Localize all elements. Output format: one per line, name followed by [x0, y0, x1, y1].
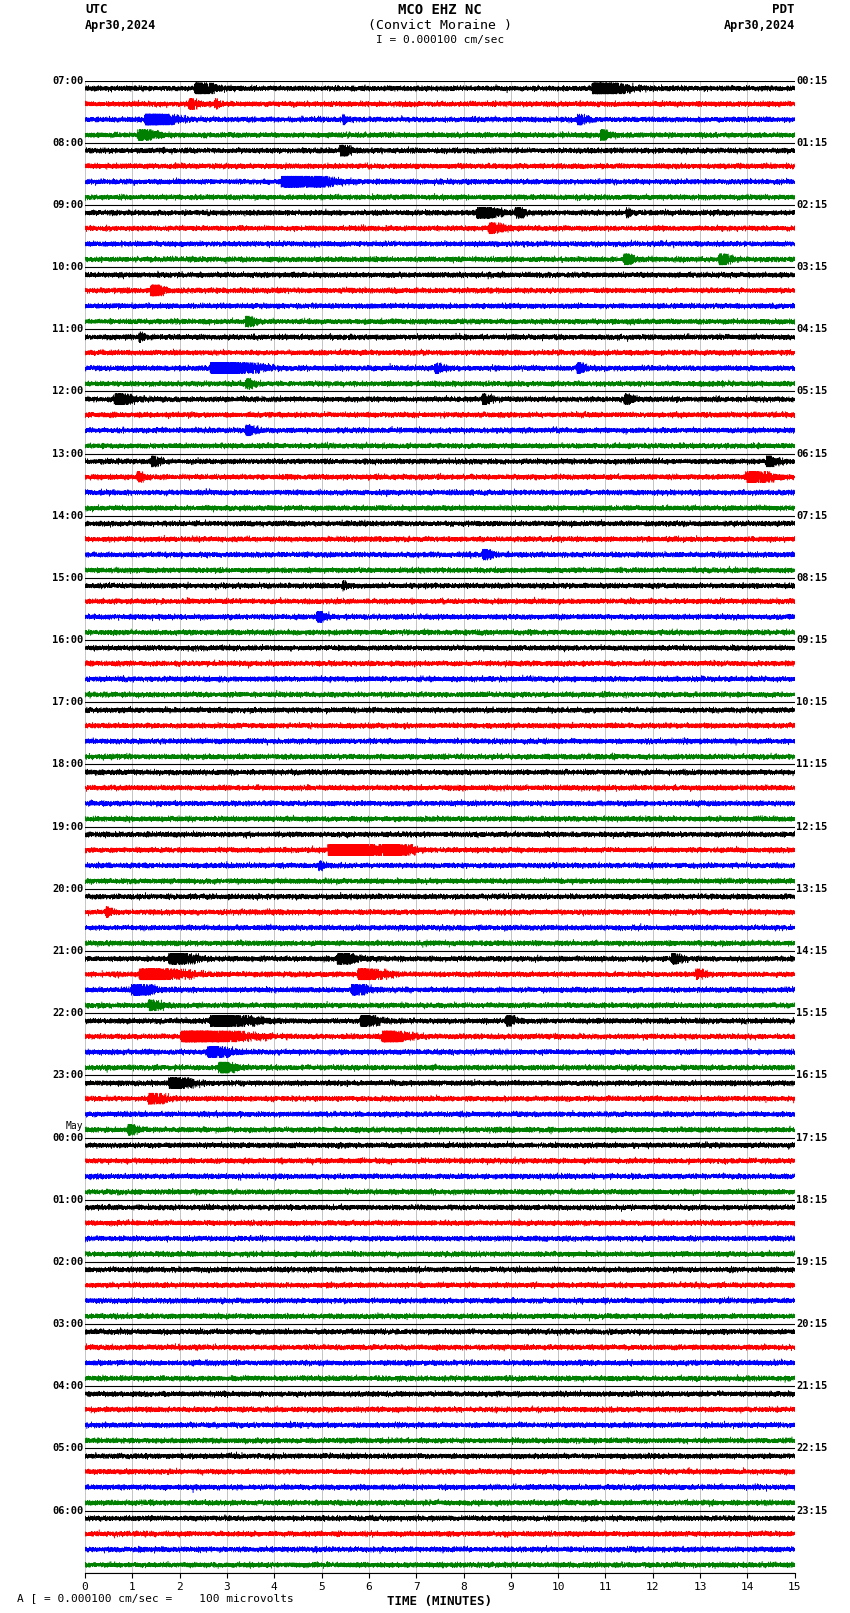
Text: 00:00: 00:00 — [53, 1132, 83, 1142]
Text: PDT: PDT — [773, 3, 795, 16]
Text: 08:00: 08:00 — [53, 137, 83, 148]
Text: 16:00: 16:00 — [53, 636, 83, 645]
Text: 18:00: 18:00 — [53, 760, 83, 769]
Text: 13:00: 13:00 — [53, 448, 83, 458]
Text: 02:00: 02:00 — [53, 1257, 83, 1266]
Text: 07:00: 07:00 — [53, 76, 83, 85]
Text: 14:15: 14:15 — [796, 945, 827, 957]
Text: 09:15: 09:15 — [796, 636, 827, 645]
Text: 08:15: 08:15 — [796, 573, 827, 582]
Text: 23:15: 23:15 — [796, 1505, 827, 1516]
Text: 04:00: 04:00 — [53, 1381, 83, 1390]
Text: May: May — [66, 1121, 83, 1131]
Text: 17:15: 17:15 — [796, 1132, 827, 1142]
Text: 04:15: 04:15 — [796, 324, 827, 334]
Text: 12:15: 12:15 — [796, 821, 827, 832]
Text: 01:15: 01:15 — [796, 137, 827, 148]
Text: (Convict Moraine ): (Convict Moraine ) — [368, 19, 512, 32]
Text: 11:00: 11:00 — [53, 324, 83, 334]
Text: 07:15: 07:15 — [796, 511, 827, 521]
Text: 20:15: 20:15 — [796, 1319, 827, 1329]
Text: 03:00: 03:00 — [53, 1319, 83, 1329]
Text: 18:15: 18:15 — [796, 1195, 827, 1205]
Text: 19:00: 19:00 — [53, 821, 83, 832]
Text: 01:00: 01:00 — [53, 1195, 83, 1205]
Text: I = 0.000100 cm/sec: I = 0.000100 cm/sec — [376, 35, 504, 45]
Text: 13:15: 13:15 — [796, 884, 827, 894]
Text: 03:15: 03:15 — [796, 263, 827, 273]
Text: Apr30,2024: Apr30,2024 — [85, 19, 156, 32]
Text: 15:00: 15:00 — [53, 573, 83, 582]
Text: 19:15: 19:15 — [796, 1257, 827, 1266]
Text: 23:00: 23:00 — [53, 1071, 83, 1081]
Text: Apr30,2024: Apr30,2024 — [723, 19, 795, 32]
Text: 20:00: 20:00 — [53, 884, 83, 894]
Text: 14:00: 14:00 — [53, 511, 83, 521]
Text: 06:00: 06:00 — [53, 1505, 83, 1516]
Text: 06:15: 06:15 — [796, 448, 827, 458]
Text: 10:00: 10:00 — [53, 263, 83, 273]
Text: 05:15: 05:15 — [796, 387, 827, 397]
Text: 17:00: 17:00 — [53, 697, 83, 708]
Text: 10:15: 10:15 — [796, 697, 827, 708]
Text: 11:15: 11:15 — [796, 760, 827, 769]
Text: MCO EHZ NC: MCO EHZ NC — [398, 3, 482, 18]
Text: 22:15: 22:15 — [796, 1444, 827, 1453]
Text: 00:15: 00:15 — [796, 76, 827, 85]
Text: 16:15: 16:15 — [796, 1071, 827, 1081]
Text: 21:15: 21:15 — [796, 1381, 827, 1390]
Text: 09:00: 09:00 — [53, 200, 83, 210]
Text: 22:00: 22:00 — [53, 1008, 83, 1018]
Text: 21:00: 21:00 — [53, 945, 83, 957]
Text: 02:15: 02:15 — [796, 200, 827, 210]
Text: UTC: UTC — [85, 3, 107, 16]
Text: 15:15: 15:15 — [796, 1008, 827, 1018]
Text: 12:00: 12:00 — [53, 387, 83, 397]
X-axis label: TIME (MINUTES): TIME (MINUTES) — [388, 1595, 492, 1608]
Text: 05:00: 05:00 — [53, 1444, 83, 1453]
Text: A [ = 0.000100 cm/sec =    100 microvolts: A [ = 0.000100 cm/sec = 100 microvolts — [17, 1594, 294, 1603]
